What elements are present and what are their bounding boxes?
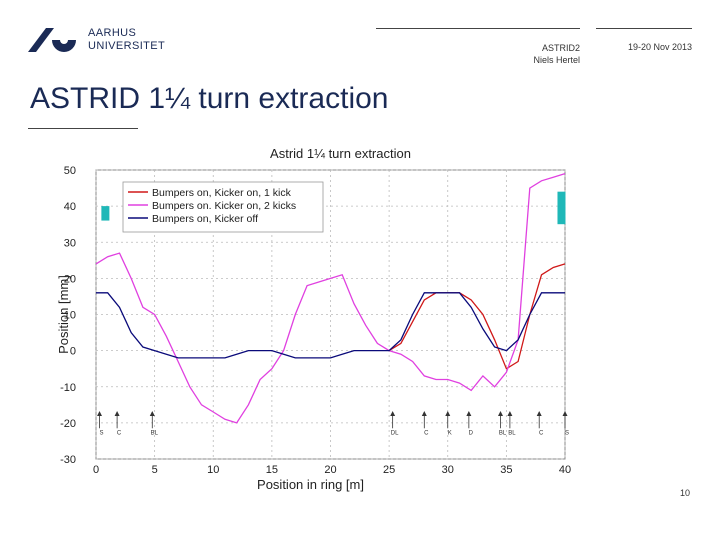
- event-date: 19-20 Nov 2013: [627, 42, 692, 52]
- teal-bar: [101, 206, 110, 221]
- marker-label: D: [469, 430, 474, 436]
- legend-label-2: Bumpers on. Kicker on, 2 kicks: [152, 200, 296, 212]
- marker-label: DL: [391, 430, 399, 436]
- y-tick-label: -20: [60, 418, 76, 430]
- marker-arrow-head: [466, 411, 472, 417]
- x-tick-label: 0: [93, 464, 99, 476]
- marker-arrow-head: [421, 411, 427, 417]
- marker-arrow-head: [114, 411, 120, 417]
- y-tick-label: 40: [64, 201, 76, 213]
- y-tick-label: -30: [60, 454, 76, 466]
- y-tick-label: 50: [64, 165, 76, 177]
- marker-arrow-head: [507, 411, 513, 417]
- legend-box: [122, 181, 324, 233]
- marker-label: BL: [508, 430, 516, 436]
- marker-arrow-head: [97, 411, 103, 417]
- logo-line-1: AARHUS: [88, 27, 137, 39]
- logo-mark-icon: [28, 28, 76, 52]
- x-tick-label: 15: [266, 464, 278, 476]
- header-rule-right: [596, 28, 692, 29]
- title-underline: [28, 128, 138, 129]
- x-axis-label: Position in ring [m]: [257, 477, 364, 492]
- y-tick-label: -10: [60, 382, 76, 394]
- teal-bar: [557, 191, 566, 225]
- slide-title: ASTRID 1¼ turn extraction: [30, 82, 389, 115]
- x-tick-label: 35: [500, 464, 512, 476]
- logo-line-2: UNIVERSITET: [88, 40, 166, 52]
- y-tick-label: 0: [70, 346, 76, 358]
- marker-label: C: [424, 430, 429, 436]
- marker-arrow-head: [445, 411, 451, 417]
- marker-label: BL: [151, 430, 159, 436]
- marker-label: C: [117, 430, 122, 436]
- chart-title: Astrid 1¼ turn extraction: [270, 146, 411, 161]
- marker-arrow-head: [498, 411, 504, 417]
- legend-label-1: Bumpers on, Kicker on, 1 kick: [152, 187, 292, 199]
- legend-label-3: Bumpers on, Kicker off: [152, 213, 258, 225]
- x-tick-label: 40: [559, 464, 571, 476]
- marker-arrow-head: [390, 411, 396, 417]
- event-info: ASTRID2 Niels Hertel: [520, 42, 580, 66]
- logo-text: AARHUS UNIVERSITET: [88, 27, 165, 53]
- presenter-name: Niels Hertel: [533, 55, 580, 65]
- marker-label: K: [448, 430, 452, 436]
- x-tick-label: 25: [383, 464, 395, 476]
- page-number: 10: [679, 488, 690, 498]
- y-tick-label: 20: [64, 273, 76, 285]
- series-line-2: [95, 172, 566, 424]
- x-tick-label: 30: [442, 464, 454, 476]
- series-line-3: [96, 292, 565, 359]
- marker-arrow-head: [149, 411, 155, 417]
- event-name: ASTRID2: [541, 43, 580, 53]
- x-tick-label: 5: [152, 464, 158, 476]
- marker-label: S: [100, 430, 104, 436]
- chart: 0 5 10 15 20 25 30 35 40 -30 -20 -10 0 10 20 30 40 50 S C BL…: [56, 146, 571, 492]
- x-tick-label: 20: [324, 464, 336, 476]
- y-tick-label: 30: [64, 237, 76, 249]
- y-tick-label: 10: [64, 310, 76, 322]
- x-tick-label: 10: [207, 464, 219, 476]
- series-line-1: [388, 263, 566, 370]
- marker-arrow-head: [536, 411, 542, 417]
- marker-label: C: [539, 430, 544, 436]
- aarhus-university-logo: AARHUS UNIVERSITET: [28, 24, 188, 64]
- marker-arrow-head: [562, 411, 568, 417]
- marker-label: BL: [499, 430, 507, 436]
- marker-label: S: [565, 430, 569, 436]
- header-rule-left: [376, 28, 580, 29]
- y-axis-label: Position [mm]: [56, 275, 71, 354]
